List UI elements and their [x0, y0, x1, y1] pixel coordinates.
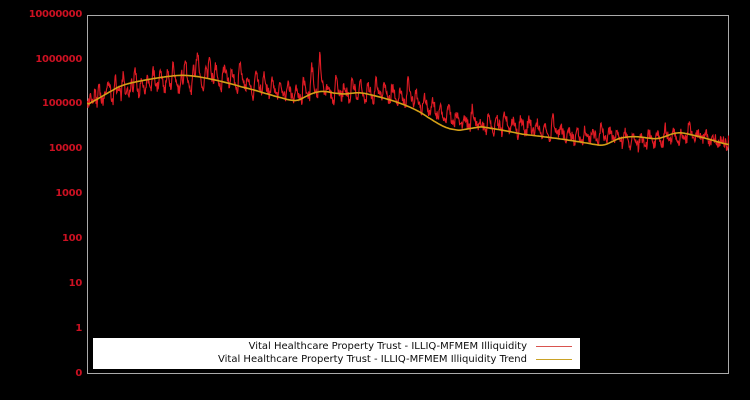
y-tick-label: 100 — [62, 233, 82, 244]
plot-area-border — [87, 15, 729, 374]
legend-label: Vital Healthcare Property Trust - ILLIQ-… — [218, 354, 527, 365]
plot-canvas — [87, 51, 729, 153]
illiquidity-line — [87, 51, 729, 153]
series-illiquidity — [87, 51, 729, 153]
legend-entry-illiquidity-trend: Vital Healthcare Property Trust - ILLIQ-… — [93, 353, 574, 366]
y-tick-label: 1 — [75, 323, 82, 334]
illiquidity-trend-line — [87, 74, 729, 147]
legend-swatch-line-icon — [536, 346, 572, 347]
y-tick-label: 100000 — [42, 98, 82, 109]
legend-swatch-line-icon — [536, 359, 572, 360]
legend-label: Vital Healthcare Property Trust - ILLIQ-… — [248, 341, 527, 352]
y-tick-label: 10 — [68, 278, 83, 289]
legend-entry-illiquidity: Vital Healthcare Property Trust - ILLIQ-… — [93, 340, 574, 353]
chart-legend: Vital Healthcare Property Trust - ILLIQ-… — [93, 338, 580, 369]
y-tick-label: 0 — [75, 368, 82, 379]
y-tick-label: 10000 — [48, 143, 83, 154]
y-tick-label: 10000000 — [28, 9, 83, 20]
series-illiquidity-trend — [87, 74, 729, 147]
y-tick-label: 1000 — [55, 188, 82, 199]
y-tick-label: 1000000 — [35, 54, 82, 65]
